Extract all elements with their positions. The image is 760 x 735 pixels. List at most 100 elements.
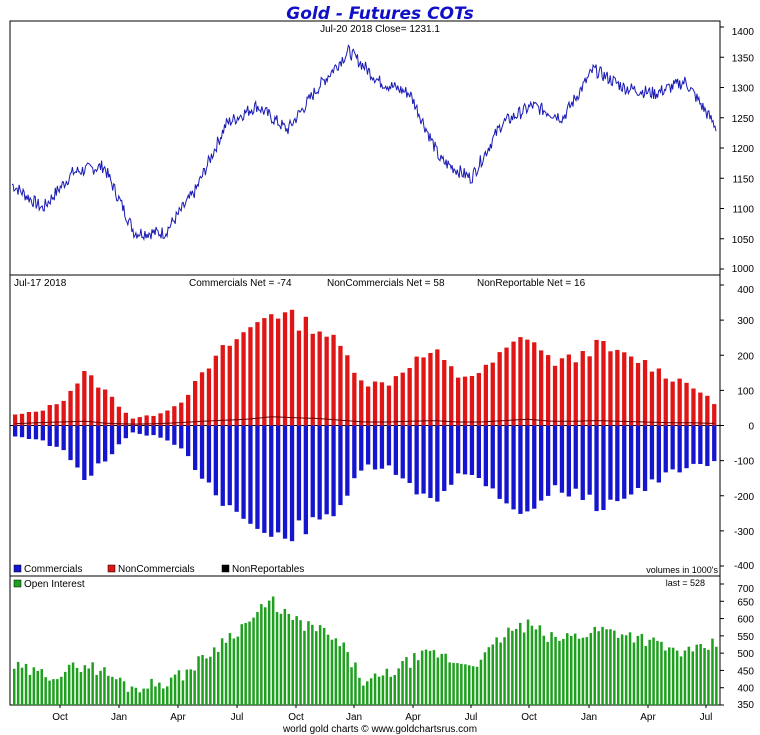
commercials-bar [456, 425, 461, 474]
price-y-tick-label: 1400 [732, 27, 755, 38]
legend-swatch-noncommercials [107, 564, 116, 573]
noncommercials-bar [372, 381, 378, 426]
noncommercials-bar [622, 352, 627, 426]
noncommercials-bar [559, 358, 565, 426]
open-interest-bar [248, 621, 251, 705]
open-interest-bar [413, 653, 416, 705]
open-interest-bar [679, 656, 683, 705]
oi-bars [13, 596, 718, 705]
commercials-bar [213, 425, 218, 496]
noncommercials-bar [684, 382, 689, 426]
open-interest-bar [644, 646, 647, 705]
open-interest-bar [636, 635, 640, 705]
open-interest-bar [597, 631, 600, 705]
commercials-bar [428, 425, 433, 498]
open-interest-bar [36, 670, 39, 705]
open-interest-bar [177, 670, 181, 705]
cot-y-tick-label: 100 [737, 386, 754, 397]
noncommercials-bar [40, 410, 45, 426]
noncommercials-bar [539, 350, 544, 426]
open-interest-bar [683, 650, 687, 705]
commercials-bar [103, 425, 108, 462]
noncommercials-bar [483, 364, 488, 426]
commercials-bar [269, 425, 274, 537]
open-interest-bar [146, 688, 149, 705]
noncommercials-bar [705, 395, 710, 426]
oi-y-tick-label: 700 [737, 584, 754, 595]
open-interest-bar [448, 662, 451, 705]
open-interest-bar [295, 616, 298, 705]
commercials-bar [89, 425, 94, 476]
open-interest-bar [707, 649, 710, 705]
noncommercials-bar [75, 383, 80, 426]
open-interest-bar [162, 688, 165, 705]
open-interest-bar [687, 646, 691, 705]
open-interest-bar [609, 629, 612, 705]
open-interest-bar [491, 644, 494, 705]
commercials-bar [608, 425, 613, 500]
commercials-bar [649, 425, 655, 480]
open-interest-bar [264, 607, 267, 705]
commercials-bar [366, 425, 371, 465]
open-interest-bar [503, 637, 506, 705]
noncommercials-bar [386, 385, 392, 426]
commercials-bar [241, 425, 246, 519]
cot-y-tick-label: 200 [737, 351, 754, 362]
open-interest-bar [538, 625, 542, 705]
price-header: Jul-20 2018 Close= 1231.1 [320, 24, 440, 35]
open-interest-bar [570, 636, 573, 705]
commercials-bar [331, 425, 336, 517]
open-interest-bar [209, 656, 212, 705]
noncommercials-bar [345, 355, 350, 426]
open-interest-bar [444, 653, 447, 705]
open-interest-bar [562, 638, 565, 705]
open-interest-bar [550, 632, 553, 705]
commercials-bar [165, 425, 170, 441]
legend-label-noncommercials: NonCommercials [118, 564, 195, 575]
x-tick-label: Oct [288, 712, 304, 723]
noncommercials-bar [449, 366, 454, 426]
commercials-bar [282, 425, 288, 539]
open-interest-bar [620, 634, 624, 705]
commercials-bar [109, 425, 115, 455]
noncommercials-bar [130, 418, 135, 426]
commercials-bar [497, 425, 502, 499]
open-interest-bar [577, 638, 581, 705]
x-tick-label: Apr [405, 712, 421, 723]
open-interest-bar [601, 626, 604, 705]
legend-swatch-commercials [13, 564, 22, 573]
open-interest-bar [656, 640, 659, 705]
open-interest-bar [217, 651, 220, 705]
open-interest-bar [397, 668, 400, 705]
open-interest-bar [546, 641, 549, 705]
noncommercials-bar [19, 413, 25, 426]
noncommercials-net: NonCommercials Net = 58 [327, 278, 445, 289]
noncommercials-bar [103, 389, 108, 426]
noncommercials-bar [282, 312, 288, 426]
commercials-bar [386, 425, 392, 466]
x-axis: Oct Jan Apr Jul Oct Jan Apr Jul Oct Jan Apr Jul [52, 705, 712, 723]
oi-y-tick-label: 650 [737, 597, 754, 608]
commercials-bar [19, 425, 25, 438]
open-interest-bar [585, 637, 589, 705]
open-interest-bar [256, 612, 259, 705]
commercials-bar [656, 425, 661, 483]
noncommercials-bar [476, 373, 481, 426]
oi-y-tick-label: 550 [737, 632, 754, 643]
open-interest-bar [13, 668, 16, 705]
noncommercials-bar [179, 402, 184, 426]
noncommercials-bar [552, 365, 558, 426]
commercials-bar [635, 425, 641, 488]
commercials-bar [158, 425, 163, 438]
commercials-bar [421, 425, 426, 494]
noncommercials-bar [289, 309, 295, 426]
commercials-bar [227, 425, 232, 506]
open-interest-bar [648, 639, 651, 705]
open-interest-bar [44, 677, 47, 705]
noncommercials-bar [241, 332, 246, 426]
noncommercials-bar [601, 341, 606, 426]
open-interest-bar [381, 675, 385, 705]
open-interest-bar [122, 681, 126, 705]
commercials-bar [642, 425, 648, 491]
